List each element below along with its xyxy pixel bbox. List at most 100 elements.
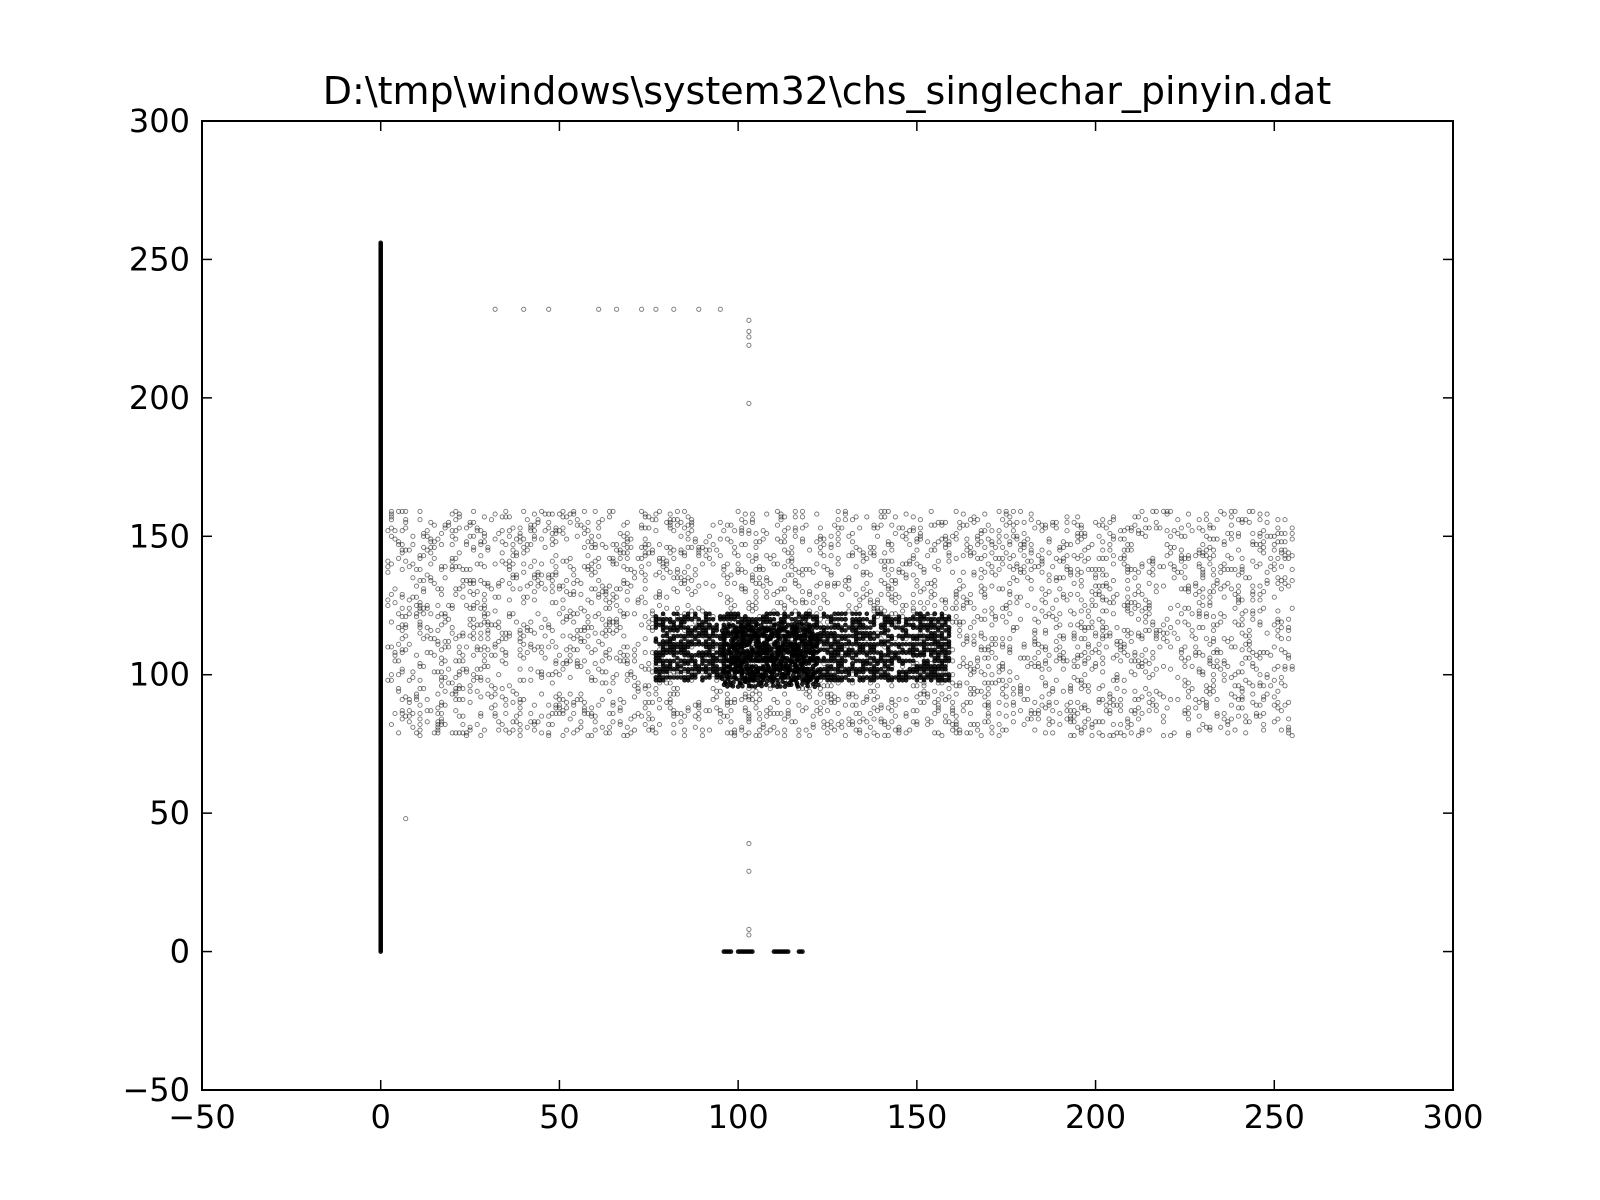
scatter-point <box>453 636 459 642</box>
scatter-point <box>914 561 920 567</box>
scatter-point <box>417 710 423 717</box>
scatter-point <box>756 658 761 664</box>
scatter-point <box>424 697 430 703</box>
scatter-point <box>589 650 595 656</box>
scatter-point <box>932 547 938 553</box>
scatter-point <box>685 705 691 711</box>
scatter-point <box>410 710 416 717</box>
scatter-point <box>775 611 780 617</box>
scatter-point <box>442 522 448 528</box>
scatter-point <box>975 688 981 694</box>
scatter-point <box>803 705 809 711</box>
scatter-point <box>935 708 941 714</box>
scatter-point <box>585 619 591 625</box>
scatter-point <box>932 591 938 597</box>
scatter-point <box>556 705 562 711</box>
scatter-point <box>578 627 584 633</box>
scatter-point <box>417 602 423 609</box>
scatter-point <box>975 663 981 669</box>
scatter-point <box>685 530 691 537</box>
scatter-point <box>742 733 748 739</box>
scatter-point <box>571 591 577 597</box>
scatter-point <box>935 539 941 545</box>
scatter-point <box>510 575 516 581</box>
scatter-point <box>746 719 752 725</box>
scatter-point <box>903 572 909 578</box>
scatter-point <box>581 699 587 705</box>
scatter-point <box>678 664 684 669</box>
scatter-point <box>649 727 655 733</box>
scatter-point <box>392 652 398 658</box>
scatter-point <box>815 648 821 654</box>
scatter-point <box>703 639 709 644</box>
scatter-point <box>621 733 627 739</box>
scatter-point <box>714 694 720 700</box>
scatter-point <box>456 514 462 520</box>
scatter-point <box>399 650 405 656</box>
scatter-point <box>574 611 580 617</box>
scatter-point <box>864 591 870 597</box>
scatter-point <box>732 528 738 534</box>
scatter-point <box>553 569 559 575</box>
scatter-point <box>925 658 930 664</box>
scatter-point <box>596 533 602 539</box>
scatter-point <box>782 586 788 592</box>
scatter-point <box>492 702 498 708</box>
scatter-point <box>971 633 977 639</box>
scatter-point <box>799 708 806 714</box>
scatter-point <box>935 519 941 525</box>
scatter-point <box>782 547 788 553</box>
scatter-point <box>685 708 691 714</box>
scatter-point <box>431 544 437 550</box>
scatter-point <box>531 522 537 528</box>
scatter-point <box>642 572 648 578</box>
scatter-point <box>835 697 841 703</box>
scatter-point <box>982 553 988 559</box>
scatter-point <box>435 536 441 542</box>
scatter-point <box>560 666 566 672</box>
scatter-point <box>631 674 638 681</box>
scatter-point <box>610 630 616 636</box>
scatter-point <box>846 721 852 728</box>
scatter-point <box>849 517 856 523</box>
scatter-point <box>521 677 527 683</box>
scatter-point <box>732 730 738 736</box>
scatter-point <box>546 511 552 517</box>
scatter-point <box>821 611 827 617</box>
scatter-point <box>742 569 748 575</box>
scatter-point <box>624 530 630 537</box>
scatter-point <box>567 691 573 697</box>
scatter-point <box>564 658 570 664</box>
scatter-point <box>496 530 502 537</box>
scatter-point <box>460 686 466 692</box>
scatter-point <box>692 566 698 573</box>
scatter-point <box>724 702 730 708</box>
scatter-point <box>517 539 523 545</box>
scatter-point <box>760 721 766 728</box>
scatter-point <box>892 600 898 606</box>
scatter-point <box>506 730 512 736</box>
scatter-point <box>860 572 866 578</box>
scatter-point <box>392 710 398 717</box>
scatter-point <box>481 533 487 539</box>
scatter-point <box>571 647 577 653</box>
scatter-point <box>488 517 495 523</box>
scatter-point <box>853 694 859 700</box>
scatter-point <box>674 710 680 717</box>
scatter-point <box>742 691 748 697</box>
scatter-point <box>878 702 884 708</box>
scatter-point <box>857 730 863 736</box>
scatter-point <box>871 730 877 736</box>
scatter-point <box>535 517 541 523</box>
scatter-point <box>606 605 613 611</box>
scatter-point <box>546 525 552 531</box>
scatter-point <box>396 539 402 545</box>
scatter-point <box>910 528 916 534</box>
scatter-point <box>388 644 394 650</box>
scatter-point <box>878 605 884 611</box>
scatter-point <box>971 686 977 692</box>
scatter-point <box>556 710 562 717</box>
scatter-point <box>560 525 566 531</box>
scatter-point <box>799 589 806 595</box>
scatter-point <box>867 597 873 603</box>
